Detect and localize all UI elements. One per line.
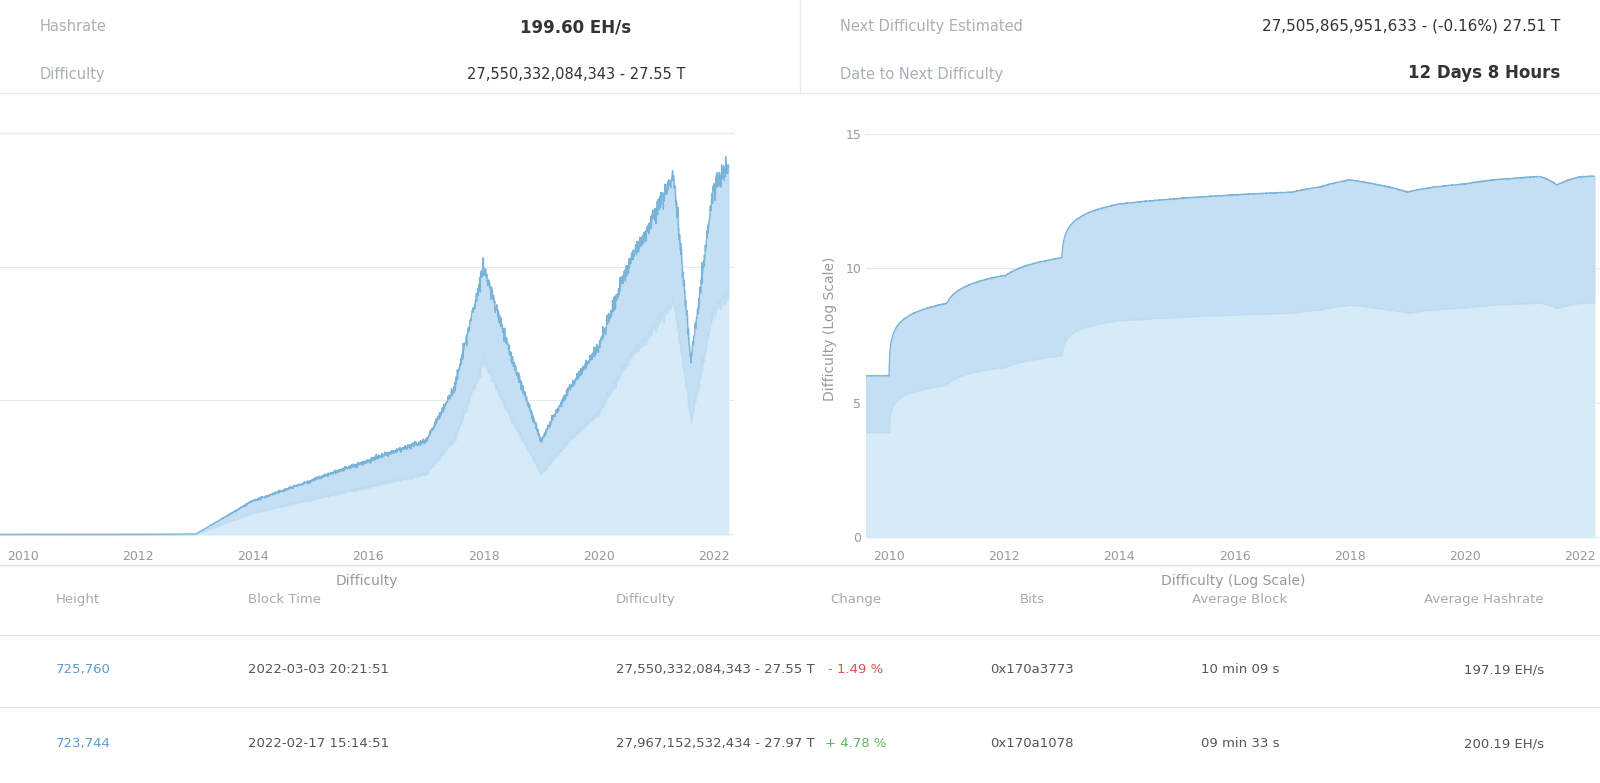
Text: Bits: Bits — [1019, 594, 1045, 606]
Text: Next Difficulty Estimated: Next Difficulty Estimated — [840, 19, 1022, 34]
Text: 09 min 33 s: 09 min 33 s — [1200, 738, 1280, 750]
Text: 197.19 EH/s: 197.19 EH/s — [1464, 663, 1544, 676]
Text: Difficulty: Difficulty — [40, 67, 106, 81]
Text: 200.19 EH/s: 200.19 EH/s — [1464, 738, 1544, 750]
X-axis label: Difficulty (Log Scale): Difficulty (Log Scale) — [1162, 574, 1306, 588]
Text: 725,760: 725,760 — [56, 663, 110, 676]
Text: 10 min 09 s: 10 min 09 s — [1202, 663, 1278, 676]
Text: Height: Height — [56, 594, 101, 606]
X-axis label: Difficulty: Difficulty — [336, 574, 398, 588]
Y-axis label: Difficulty (Log Scale): Difficulty (Log Scale) — [822, 257, 837, 401]
Text: Hashrate: Hashrate — [40, 19, 107, 34]
Text: Average Hashrate: Average Hashrate — [1424, 594, 1544, 606]
Text: Block Time: Block Time — [248, 594, 322, 606]
Text: Change: Change — [830, 594, 882, 606]
Text: + 4.78 %: + 4.78 % — [826, 738, 886, 750]
Text: Difficulty: Difficulty — [616, 594, 675, 606]
Text: 723,744: 723,744 — [56, 738, 110, 750]
Text: - 1.49 %: - 1.49 % — [829, 663, 883, 676]
Text: 12 Days 8 Hours: 12 Days 8 Hours — [1408, 63, 1560, 81]
Text: Average Block: Average Block — [1192, 594, 1288, 606]
Text: 0x170a3773: 0x170a3773 — [990, 663, 1074, 676]
Text: Date to Next Difficulty: Date to Next Difficulty — [840, 67, 1003, 81]
Text: 27,505,865,951,633 - (-0.16%) 27.51 T: 27,505,865,951,633 - (-0.16%) 27.51 T — [1262, 19, 1560, 34]
Text: 27,550,332,084,343 - 27.55 T: 27,550,332,084,343 - 27.55 T — [616, 663, 814, 676]
Text: 199.60 EH/s: 199.60 EH/s — [520, 19, 632, 37]
Text: 2022-02-17 15:14:51: 2022-02-17 15:14:51 — [248, 738, 389, 750]
Text: 27,967,152,532,434 - 27.97 T: 27,967,152,532,434 - 27.97 T — [616, 738, 814, 750]
Text: 0x170a1078: 0x170a1078 — [990, 738, 1074, 750]
Text: 2022-03-03 20:21:51: 2022-03-03 20:21:51 — [248, 663, 389, 676]
Text: 27,550,332,084,343 - 27.55 T: 27,550,332,084,343 - 27.55 T — [467, 67, 685, 81]
